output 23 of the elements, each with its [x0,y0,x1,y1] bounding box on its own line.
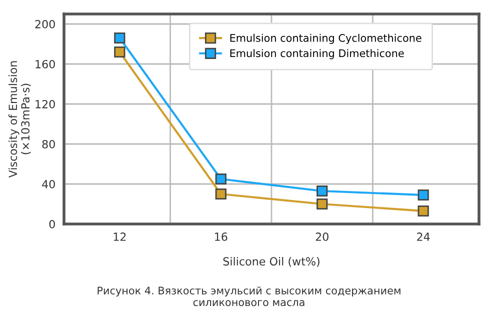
y-tick-label: 80 [42,140,55,148]
y-tick-label: 40 [42,180,55,188]
point [215,173,226,185]
y-tick-label: 0 [49,220,55,228]
x-tick-label: 12 [114,232,126,241]
legend-label: Emulsion containing Dimethicone [230,49,404,60]
x-tick-label: 16 [215,232,228,241]
x-tick-label: 20 [316,232,328,241]
y-tick-label: 160 [36,60,55,68]
y-tick-label: 200 [35,20,55,28]
x-axis-title: Silicone Oil (wt%) [223,256,320,267]
x-tick-label: 24 [417,232,430,241]
text: Рисунок 4. Вязкость эмульсий с высоким содержанием силиконового масла [98,286,400,306]
point [215,188,226,200]
y-axis-title: Viscosity of Emulsion (×103mPa·s) [8,61,31,178]
y-tick-label: 120 [36,100,55,108]
point [114,32,126,44]
point [316,185,328,197]
legend-label: Emulsion containing Cyclomethicone [230,34,422,44]
point [316,198,328,210]
point [418,205,429,217]
point [418,189,429,201]
point [114,46,126,58]
